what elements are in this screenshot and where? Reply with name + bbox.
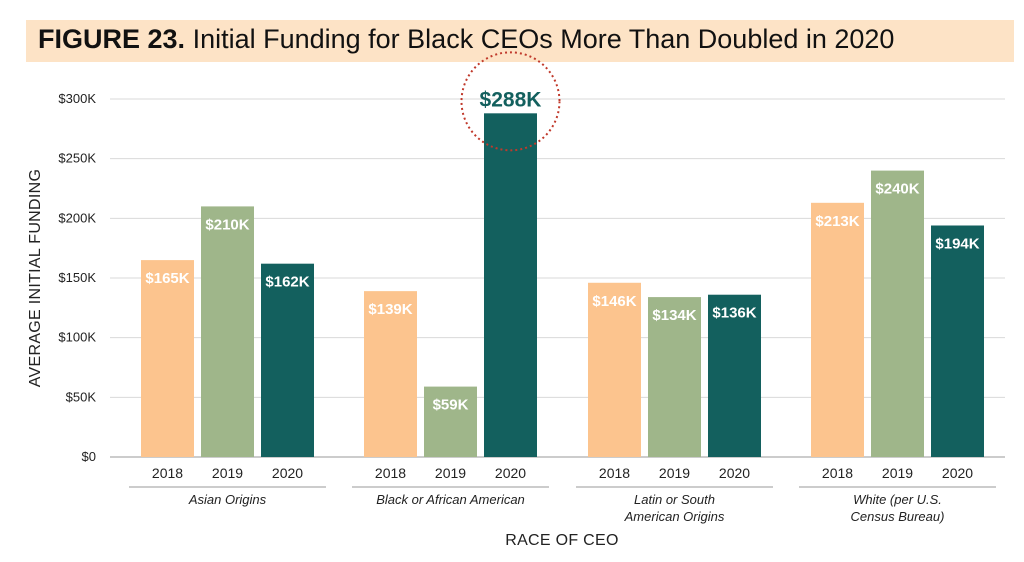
- y-tick-label: $150K: [58, 270, 96, 285]
- x-tick-label: 2020: [942, 465, 973, 481]
- group-label: Census Bureau): [851, 509, 945, 524]
- data-label: $134K: [652, 307, 696, 324]
- group-label: Latin or South: [634, 492, 715, 507]
- x-tick-label: 2019: [882, 465, 913, 481]
- x-tick-label: 2020: [495, 465, 526, 481]
- data-label: $162K: [265, 274, 309, 291]
- bar-2019: [424, 386, 477, 457]
- highlight-circle: [460, 51, 561, 152]
- data-label: $165K: [145, 270, 189, 287]
- bar-2020: [484, 113, 537, 457]
- group-label: Black or African American: [376, 492, 525, 507]
- bar-2019: [871, 170, 924, 457]
- x-tick-label: 2018: [375, 465, 406, 481]
- x-tick-label: 2020: [272, 465, 303, 481]
- data-label: $210K: [205, 216, 249, 233]
- title-text: Initial Funding for Black CEOs More Than…: [192, 24, 895, 54]
- x-tick-label: 2019: [659, 465, 690, 481]
- data-label: $136K: [712, 305, 756, 322]
- data-label: $213K: [815, 213, 859, 230]
- bar-2018: [811, 202, 864, 457]
- y-tick-label: $200K: [58, 210, 96, 225]
- chart-title: FIGURE 23. Initial Funding for Black CEO…: [38, 24, 894, 55]
- data-label: $194K: [935, 235, 979, 252]
- data-label: $288K: [480, 88, 542, 111]
- y-tick-label: $50K: [66, 389, 97, 404]
- x-axis-label: RACE OF CEO: [505, 532, 619, 549]
- bar-2020: [261, 263, 314, 457]
- x-tick-label: 2018: [599, 465, 630, 481]
- group-label: American Origins: [624, 509, 725, 524]
- group-label: Asian Origins: [188, 492, 267, 507]
- bar-2018: [364, 291, 417, 457]
- x-tick-label: 2019: [435, 465, 466, 481]
- y-axis-label: AVERAGE INITIAL FUNDING: [27, 169, 44, 388]
- bar-2018: [141, 260, 194, 457]
- data-label: $146K: [592, 293, 636, 310]
- y-tick-label: $100K: [58, 330, 96, 345]
- x-tick-label: 2018: [822, 465, 853, 481]
- data-label: $240K: [875, 181, 919, 198]
- bar-2019: [648, 297, 701, 457]
- group-label: White (per U.S.: [853, 492, 942, 507]
- figure-number: FIGURE 23.: [38, 24, 186, 54]
- x-tick-label: 2019: [212, 465, 243, 481]
- bar-2019: [201, 206, 254, 457]
- data-label: $59K: [433, 397, 469, 414]
- x-tick-label: 2018: [152, 465, 183, 481]
- y-tick-label: $300K: [58, 91, 96, 106]
- title-band: FIGURE 23. Initial Funding for Black CEO…: [26, 20, 1014, 62]
- y-tick-label: $0: [82, 449, 96, 464]
- data-label: $139K: [368, 301, 412, 318]
- bar-2020: [931, 225, 984, 457]
- bar-2020: [708, 294, 761, 457]
- bar-2018: [588, 282, 641, 457]
- y-tick-label: $250K: [58, 151, 96, 166]
- x-tick-label: 2020: [719, 465, 750, 481]
